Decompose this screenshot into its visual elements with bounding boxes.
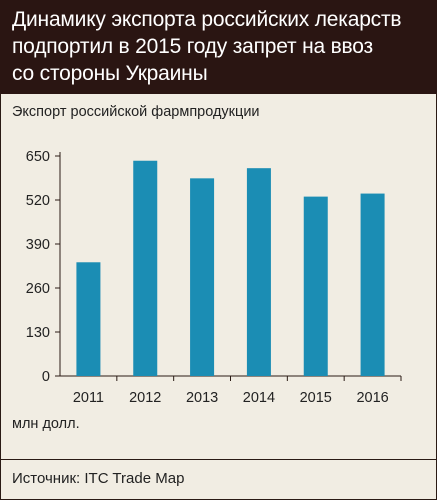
title-line-2: подпортил в 2015 году запрет на ввоз (12, 35, 373, 58)
y-tick-label: 390 (26, 237, 50, 253)
title-line-3: со стороны Украины (12, 62, 208, 85)
bar-2012 (133, 160, 158, 376)
bar-2014 (246, 168, 271, 376)
x-tick-label: 2015 (300, 390, 332, 406)
bar-2016 (360, 193, 385, 376)
x-tick-label: 2011 (73, 390, 104, 406)
bar-2015 (303, 196, 328, 376)
x-tick-label: 2014 (243, 390, 275, 406)
bar-2013 (190, 178, 215, 376)
chart-title: Экспорт российской фармпродукции (12, 104, 260, 120)
y-tick-label: 650 (26, 149, 50, 165)
title-line-1: Динамику экспорта российских лекарств (12, 8, 402, 31)
x-tick-label: 2012 (129, 390, 161, 406)
header-band: Динамику экспорта российских лекарств по… (0, 0, 437, 94)
source-divider (0, 459, 437, 460)
bar-chart: 0 130 260 390 520 650 2011 2012 2013 2014 2015 2016 (26, 149, 402, 406)
y-tick-label: 130 (26, 325, 50, 341)
x-tick-label: 2016 (356, 390, 388, 406)
y-tick-label: 0 (42, 369, 50, 385)
y-tick-label: 260 (26, 281, 50, 297)
y-tick-label: 520 (26, 193, 50, 209)
source-note: Источник: ITC Trade Map (12, 470, 185, 487)
page-title: Динамику экспорта российских лекарств по… (12, 6, 427, 87)
unit-label: млн долл. (12, 416, 80, 432)
bar-2011 (76, 262, 101, 376)
x-tick-label: 2013 (186, 390, 218, 406)
